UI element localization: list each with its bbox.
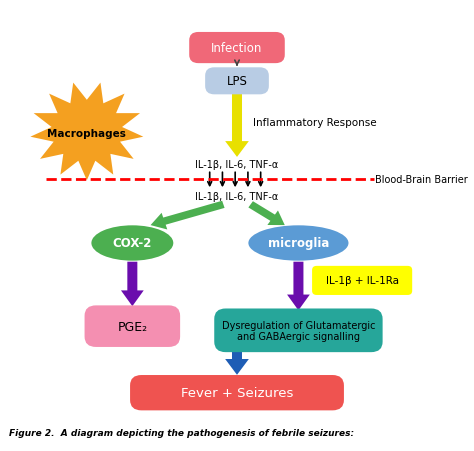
FancyBboxPatch shape	[130, 375, 344, 410]
Text: IL-1β, IL-6, TNF-α: IL-1β, IL-6, TNF-α	[195, 192, 279, 202]
Text: Macrophages: Macrophages	[47, 129, 126, 138]
Polygon shape	[248, 202, 285, 226]
Polygon shape	[287, 262, 310, 311]
FancyBboxPatch shape	[189, 33, 285, 64]
Polygon shape	[151, 201, 225, 230]
Text: IL-1β + IL-1Ra: IL-1β + IL-1Ra	[326, 276, 399, 286]
Polygon shape	[225, 350, 249, 375]
Text: IL-1β, IL-6, TNF-α: IL-1β, IL-6, TNF-α	[195, 160, 279, 170]
Text: LPS: LPS	[227, 75, 247, 88]
Text: PGE₂: PGE₂	[117, 320, 147, 333]
Text: Dysregulation of Glutamatergic
and GABAergic signalling: Dysregulation of Glutamatergic and GABAe…	[222, 320, 375, 341]
Text: microglia: microglia	[268, 237, 329, 250]
Text: Fever + Seizures: Fever + Seizures	[181, 387, 293, 399]
Polygon shape	[225, 93, 249, 157]
Polygon shape	[30, 83, 143, 181]
Ellipse shape	[248, 226, 348, 261]
FancyBboxPatch shape	[214, 309, 383, 352]
FancyBboxPatch shape	[84, 306, 180, 347]
Text: Figure 2.  A diagram depicting the pathogenesis of febrile seizures:: Figure 2. A diagram depicting the pathog…	[9, 428, 355, 437]
Text: Inflammatory Response: Inflammatory Response	[253, 118, 376, 128]
Text: Blood-Brain Barrier: Blood-Brain Barrier	[375, 174, 468, 184]
FancyBboxPatch shape	[205, 68, 269, 95]
Polygon shape	[121, 262, 144, 307]
Text: COX-2: COX-2	[113, 237, 152, 250]
FancyBboxPatch shape	[312, 266, 412, 295]
Ellipse shape	[91, 226, 173, 261]
Text: Infection: Infection	[211, 42, 263, 55]
